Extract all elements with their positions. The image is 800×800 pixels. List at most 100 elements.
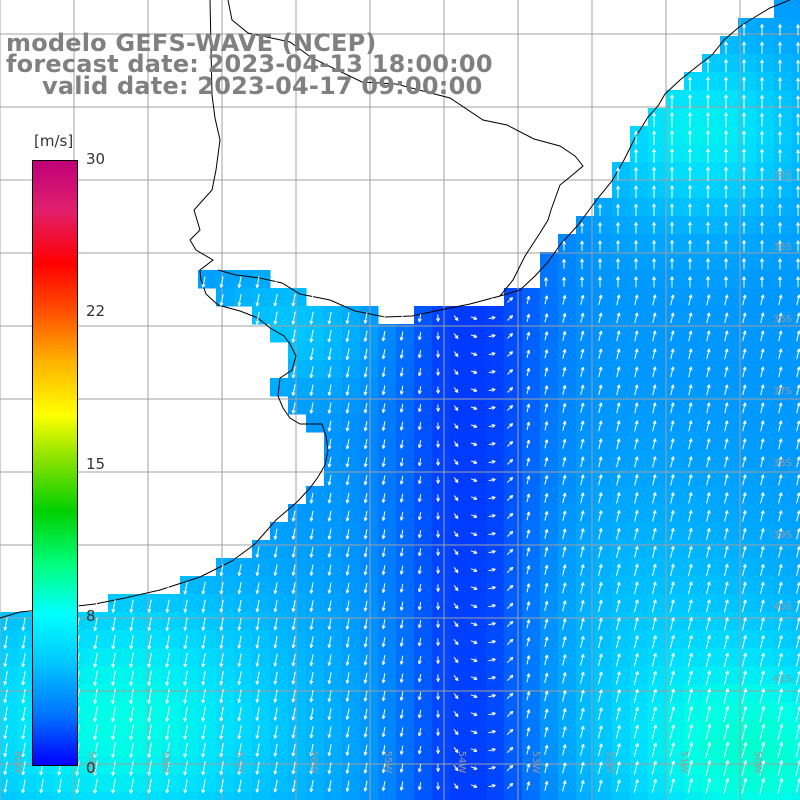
wind-arrow — [436, 548, 440, 556]
wind-arrow — [21, 617, 26, 631]
wind-arrow — [417, 494, 422, 503]
wind-speed-cell — [504, 684, 523, 703]
wind-speed-cell — [702, 216, 721, 235]
wind-speed-cell — [324, 756, 343, 775]
wind-speed-cell — [756, 18, 775, 37]
wind-arrow — [580, 348, 585, 360]
wind-speed-cell — [378, 612, 397, 631]
wind-speed-cell — [774, 360, 793, 379]
wind-speed-cell — [162, 648, 181, 667]
wind-arrow — [453, 729, 459, 736]
wind-arrow — [507, 387, 514, 393]
wind-arrow — [506, 710, 514, 718]
wind-speed-cell — [486, 360, 505, 379]
wind-speed-cell — [792, 378, 800, 397]
wind-speed-cell — [792, 522, 800, 541]
wind-arrow — [506, 656, 514, 664]
wind-arrow — [597, 725, 603, 739]
wind-speed-cell — [756, 432, 775, 451]
wind-arrow — [742, 130, 746, 146]
wind-arrow — [453, 567, 459, 574]
wind-speed-cell — [90, 720, 109, 739]
wind-arrow — [670, 221, 674, 234]
wind-speed-cell — [288, 738, 307, 757]
wind-speed-cell — [270, 774, 289, 793]
wind-arrow — [363, 529, 368, 540]
wind-speed-cell — [720, 558, 739, 577]
wind-speed-cell — [342, 756, 361, 775]
wind-arrow — [741, 670, 747, 686]
wind-speed-cell — [774, 774, 793, 793]
wind-arrow — [345, 546, 350, 558]
wind-arrow — [670, 148, 674, 164]
wind-speed-cell — [396, 684, 415, 703]
wind-speed-cell — [648, 108, 667, 127]
wind-arrow — [723, 705, 730, 722]
latitude-label: 34S — [773, 170, 792, 181]
wind-arrow — [417, 386, 422, 395]
wind-arrow — [633, 706, 639, 721]
wind-speed-cell — [162, 666, 181, 685]
wind-speed-cell — [234, 756, 253, 775]
wind-arrow — [506, 602, 514, 610]
wind-arrow — [526, 673, 531, 683]
wind-arrow — [724, 59, 728, 73]
wind-speed-cell — [468, 486, 487, 505]
wind-arrow — [688, 240, 692, 252]
wind-speed-cell — [792, 648, 800, 667]
wind-arrow — [670, 130, 674, 146]
wind-speed-cell — [630, 216, 649, 235]
wind-arrow — [616, 492, 621, 504]
wind-arrow — [778, 581, 783, 594]
wind-arrow — [562, 348, 567, 359]
wind-speed-cell — [774, 198, 793, 217]
wind-speed-cell — [432, 432, 451, 451]
wind-speed-cell — [684, 594, 703, 613]
wind-speed-cell — [594, 558, 613, 577]
wind-arrow — [399, 511, 404, 521]
wind-arrow — [309, 366, 314, 379]
wind-speed-cell — [0, 756, 19, 775]
wind-arrow — [652, 330, 657, 342]
wind-speed-cell — [558, 486, 577, 505]
wind-arrow — [580, 222, 584, 234]
wind-speed-cell — [558, 684, 577, 703]
wind-speed-cell — [792, 738, 800, 757]
wind-arrow — [417, 584, 422, 593]
wind-speed-cell — [684, 90, 703, 109]
wind-speed-cell — [540, 270, 559, 289]
wind-arrow — [111, 742, 116, 758]
longitude-label: 50W — [752, 751, 763, 774]
wind-arrow — [291, 636, 296, 649]
wind-arrow — [616, 167, 620, 181]
wind-speed-cell — [756, 576, 775, 595]
wind-speed-cell — [558, 594, 577, 613]
wind-speed-cell — [144, 612, 163, 631]
wind-speed-cell — [630, 540, 649, 559]
wind-speed-cell — [558, 450, 577, 469]
wind-arrow — [742, 94, 746, 109]
wind-speed-cell — [792, 234, 800, 253]
wind-arrow — [778, 167, 782, 181]
wind-arrow — [453, 711, 459, 718]
wind-speed-cell — [594, 630, 613, 649]
wind-speed-cell — [558, 756, 577, 775]
wind-arrow — [616, 474, 621, 486]
wind-speed-cell — [414, 450, 433, 469]
wind-arrow — [633, 760, 639, 775]
wind-speed-cell — [540, 378, 559, 397]
wind-arrow — [759, 652, 765, 667]
wind-arrow — [778, 599, 783, 613]
wind-speed-cell — [792, 90, 800, 109]
wind-arrow — [760, 348, 765, 360]
wind-speed-cell — [108, 648, 127, 667]
wind-arrow — [616, 438, 621, 450]
wind-speed-cell — [774, 36, 793, 55]
wind-arrow — [255, 311, 260, 325]
wind-speed-cell — [306, 684, 325, 703]
wind-speed-cell — [594, 324, 613, 343]
wind-speed-cell — [684, 450, 703, 469]
wind-speed-cell — [576, 792, 595, 800]
wind-arrow — [759, 599, 765, 613]
wind-speed-cell — [738, 630, 757, 649]
